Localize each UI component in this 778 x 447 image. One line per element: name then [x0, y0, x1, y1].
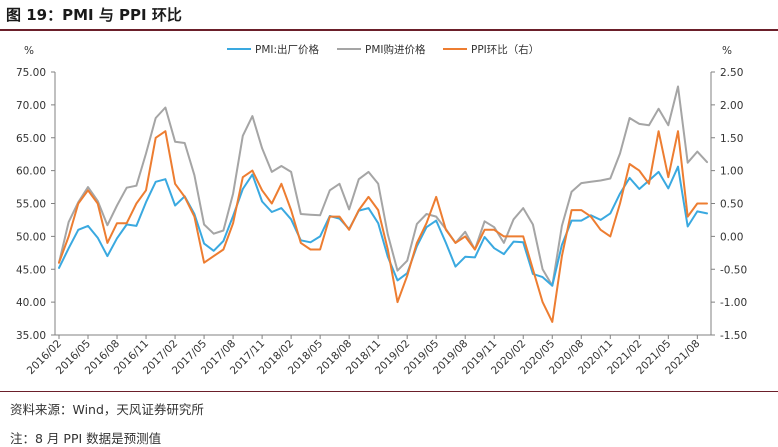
chart-title: 图 19：PMI 与 PPI 环比 — [6, 6, 182, 24]
y-right-tick-label: 2.00 — [720, 100, 743, 112]
y-left-unit: % — [24, 45, 34, 57]
y-right-unit: % — [722, 45, 732, 57]
y-right-tick-label: 0.00 — [720, 231, 743, 243]
y-left-tick-label: 35.00 — [16, 330, 46, 342]
y-left-tick-label: 75.00 — [16, 67, 46, 79]
y-left-tick-label: 65.00 — [16, 133, 46, 145]
y-left-tick-label: 45.00 — [16, 264, 46, 276]
y-left-tick-label: 40.00 — [16, 297, 46, 309]
legend-label-3: PPI环比（右） — [471, 43, 539, 56]
y-right-tick-label: -1.50 — [720, 330, 747, 342]
y-right-tick-label: -0.50 — [720, 264, 747, 276]
y-left-tick-label: 50.00 — [16, 231, 46, 243]
legend-label-2: PMI购进价格 — [365, 43, 426, 56]
y-right-tick-label: 1.00 — [720, 166, 743, 178]
footer-divider — [0, 391, 778, 392]
series-line-3 — [58, 130, 708, 323]
series-line-2 — [58, 85, 708, 287]
y-right-tick-label: 0.50 — [720, 199, 743, 211]
title-divider — [0, 29, 778, 31]
series-line-1 — [58, 165, 708, 287]
y-left-tick-label: 60.00 — [16, 166, 46, 178]
y-left-tick-label: 70.00 — [16, 100, 46, 112]
y-right-tick-label: -1.00 — [720, 297, 747, 309]
estimate-note: 注：8 月 PPI 数据是预测值 — [10, 431, 162, 446]
y-right-tick-label: 2.50 — [720, 67, 743, 79]
chart-area: % % 35.00 40.00 45.00 50.00 55.00 60.00 65.00 70.… — [16, 43, 747, 377]
y-left-tick-label: 55.00 — [16, 199, 46, 211]
y-right-tick-label: 1.50 — [720, 133, 743, 145]
source-note: 资料来源：Wind，天风证券研究所 — [10, 402, 204, 417]
legend-label-1: PMI:出厂价格 — [255, 43, 320, 56]
